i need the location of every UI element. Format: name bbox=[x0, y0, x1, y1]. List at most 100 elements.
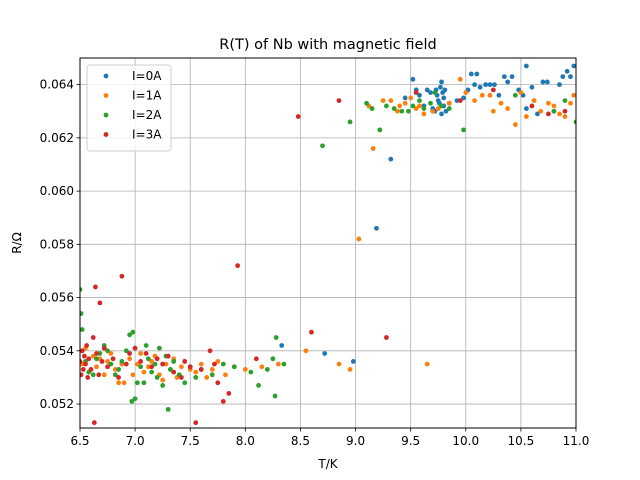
data-point bbox=[264, 367, 270, 372]
data-point bbox=[524, 114, 529, 119]
data-point bbox=[141, 380, 147, 386]
legend: I=0A I=1A I=2A I=3A bbox=[86, 64, 172, 152]
data-point bbox=[101, 372, 107, 378]
data-point bbox=[253, 356, 259, 362]
data-point bbox=[127, 332, 132, 338]
data-point bbox=[441, 95, 447, 101]
data-point bbox=[270, 356, 276, 362]
data-point bbox=[149, 369, 155, 375]
data-point bbox=[145, 364, 151, 370]
data-point bbox=[116, 375, 121, 380]
data-point bbox=[134, 380, 140, 386]
data-point bbox=[80, 311, 84, 316]
data-point bbox=[152, 361, 158, 367]
data-point bbox=[83, 361, 88, 367]
data-point bbox=[540, 79, 546, 85]
data-point bbox=[220, 398, 226, 404]
data-point bbox=[138, 359, 144, 364]
data-point bbox=[529, 103, 535, 109]
data-point bbox=[571, 63, 576, 69]
data-point bbox=[417, 98, 422, 103]
chart-title: R(T) of Nb with magnetic field bbox=[219, 37, 436, 53]
data-point bbox=[279, 343, 285, 348]
y-tick-label: 0.060 bbox=[40, 184, 74, 198]
data-point bbox=[432, 90, 438, 96]
data-point bbox=[105, 348, 110, 354]
data-point bbox=[163, 361, 169, 367]
y-tick-label: 0.062 bbox=[40, 131, 74, 145]
data-point bbox=[171, 359, 177, 364]
data-point bbox=[165, 353, 171, 359]
data-point bbox=[487, 82, 493, 88]
data-point bbox=[123, 361, 129, 367]
data-point bbox=[223, 372, 228, 378]
data-point bbox=[84, 343, 90, 348]
data-point bbox=[167, 367, 173, 372]
data-point bbox=[187, 364, 193, 370]
data-point bbox=[101, 345, 107, 351]
data-point bbox=[256, 383, 261, 388]
data-point bbox=[220, 361, 226, 367]
data-point bbox=[490, 87, 496, 93]
data-point bbox=[557, 82, 562, 88]
data-point bbox=[551, 108, 557, 114]
data-point bbox=[108, 361, 114, 367]
data-point bbox=[463, 90, 469, 96]
data-point bbox=[132, 345, 138, 351]
data-point bbox=[435, 106, 441, 111]
data-point bbox=[134, 361, 140, 367]
data-point bbox=[560, 74, 566, 80]
data-point bbox=[496, 92, 502, 98]
legend-label: I=0A bbox=[132, 69, 162, 83]
data-point bbox=[430, 108, 436, 114]
y-axis: 0.052 0.054 0.056 0.058 0.060 0.062 0.064 bbox=[40, 78, 80, 411]
data-point bbox=[490, 108, 496, 114]
data-point bbox=[160, 377, 166, 383]
data-point bbox=[336, 361, 342, 367]
data-point bbox=[397, 103, 403, 109]
data-point bbox=[90, 353, 96, 359]
data-point bbox=[562, 114, 568, 119]
y-tick-label: 0.058 bbox=[40, 237, 74, 251]
data-point bbox=[179, 375, 184, 380]
data-point bbox=[479, 92, 485, 98]
data-point bbox=[356, 236, 362, 242]
data-point bbox=[568, 74, 573, 80]
data-point bbox=[417, 92, 422, 98]
data-point bbox=[531, 98, 537, 103]
legend-box bbox=[86, 64, 172, 152]
data-point bbox=[143, 351, 149, 356]
data-point bbox=[141, 369, 147, 375]
data-point bbox=[272, 393, 278, 399]
data-point bbox=[428, 90, 433, 96]
data-point bbox=[160, 361, 166, 367]
data-point bbox=[94, 364, 99, 370]
data-point bbox=[276, 361, 281, 367]
data-points bbox=[80, 63, 576, 426]
legend-marker bbox=[103, 112, 109, 118]
data-point bbox=[477, 84, 483, 90]
data-point bbox=[384, 103, 389, 109]
data-point bbox=[529, 84, 535, 90]
data-point bbox=[474, 71, 480, 77]
data-point bbox=[156, 345, 162, 351]
data-point bbox=[512, 122, 518, 127]
data-point bbox=[82, 353, 87, 359]
data-point bbox=[309, 329, 314, 335]
data-point bbox=[347, 119, 353, 125]
data-point bbox=[369, 106, 375, 111]
data-point bbox=[108, 351, 114, 356]
data-point bbox=[377, 127, 383, 133]
x-tick-label: 10.5 bbox=[508, 434, 535, 448]
data-point bbox=[446, 100, 452, 106]
data-point bbox=[391, 106, 397, 111]
data-point bbox=[193, 375, 199, 380]
data-point bbox=[99, 359, 105, 364]
data-point bbox=[571, 92, 576, 98]
data-point bbox=[231, 364, 237, 370]
data-point bbox=[417, 103, 422, 109]
data-point bbox=[198, 367, 204, 372]
data-point bbox=[483, 82, 489, 88]
data-point bbox=[402, 95, 408, 101]
